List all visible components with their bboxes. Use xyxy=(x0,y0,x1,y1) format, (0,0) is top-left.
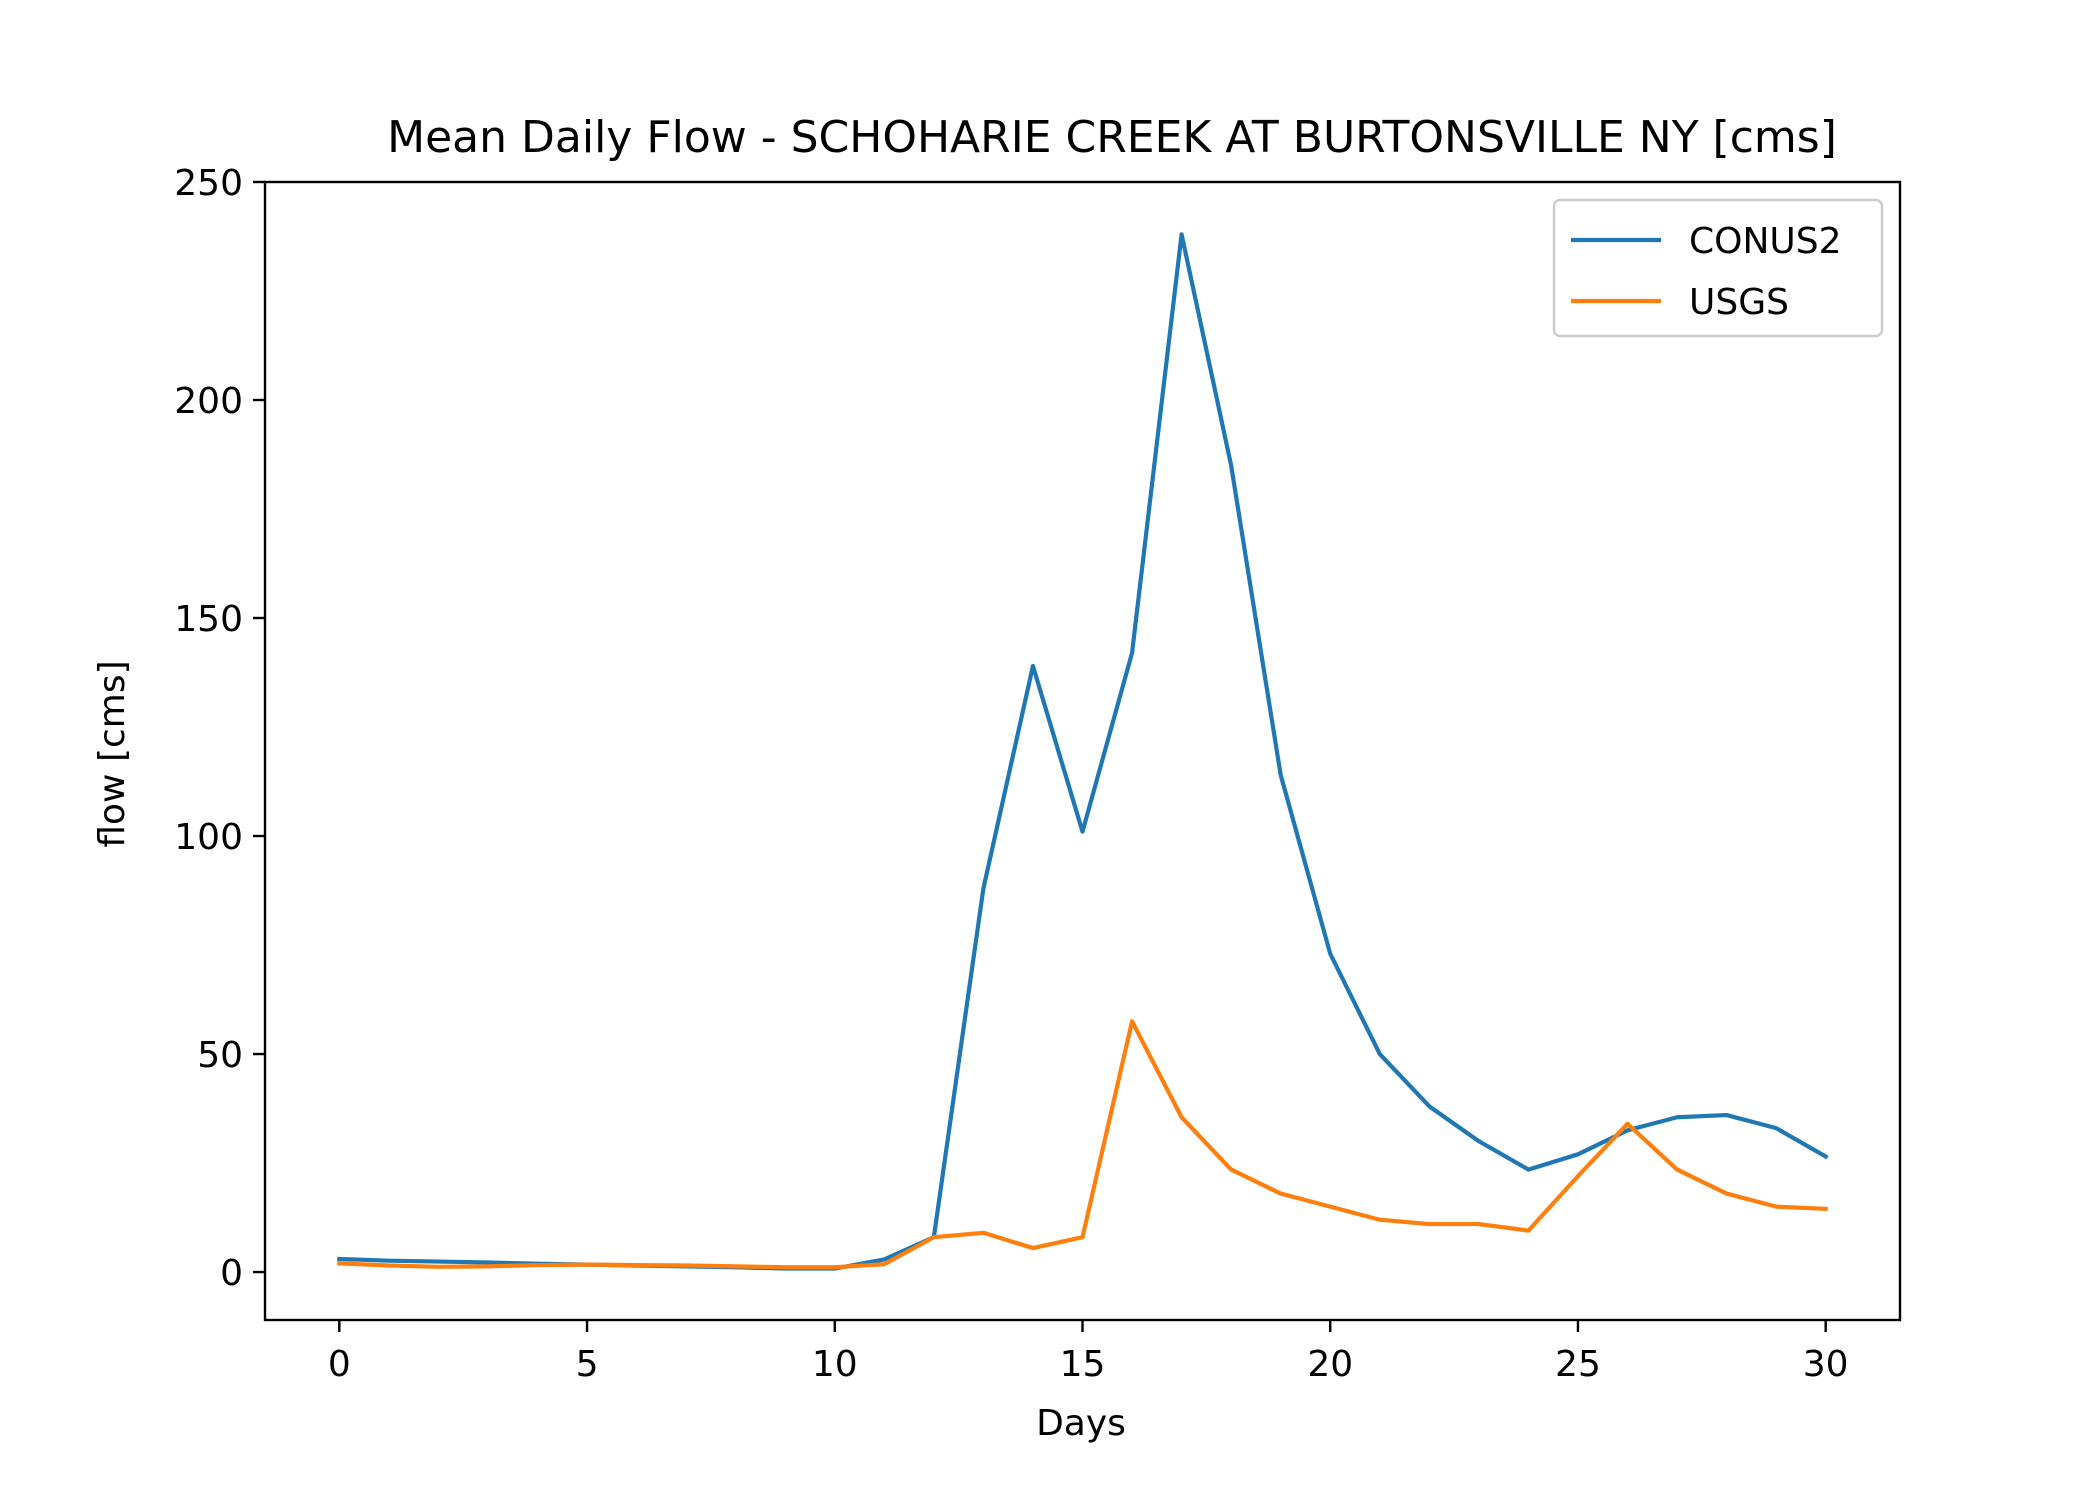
x-tick-label: 25 xyxy=(1555,1344,1601,1385)
plot-area: 0 5 10 15 20 25 30 0 50 100 150 200 250 CONUS2 USGS xyxy=(174,163,1902,1385)
x-tick-label: 20 xyxy=(1307,1344,1353,1385)
x-tick-label: 5 xyxy=(576,1344,599,1385)
y-axis-label: flow [cms] xyxy=(92,660,133,847)
chart-title: Mean Daily Flow - SCHOHARIE CREEK AT BUR… xyxy=(387,112,1837,163)
y-tick-label: 250 xyxy=(174,163,243,204)
y-tick-label: 200 xyxy=(174,381,243,422)
y-tick-label: 50 xyxy=(197,1035,243,1076)
y-tick-label: 150 xyxy=(174,599,243,640)
x-tick-label: 0 xyxy=(328,1344,351,1385)
y-tick-label: 100 xyxy=(174,817,243,858)
legend: CONUS2 USGS xyxy=(1552,198,1884,338)
x-axis-label: Days xyxy=(1036,1403,1126,1444)
y-tick-label: 0 xyxy=(220,1253,243,1294)
x-tick-label: 10 xyxy=(812,1344,858,1385)
x-tick-label: 15 xyxy=(1060,1344,1106,1385)
legend-label-conus2: CONUS2 xyxy=(1689,221,1842,262)
series-line-usgs xyxy=(337,1019,1828,1270)
series-lines xyxy=(337,232,1829,1271)
x-tick-label: 30 xyxy=(1803,1344,1849,1385)
legend-label-usgs: USGS xyxy=(1689,282,1789,323)
